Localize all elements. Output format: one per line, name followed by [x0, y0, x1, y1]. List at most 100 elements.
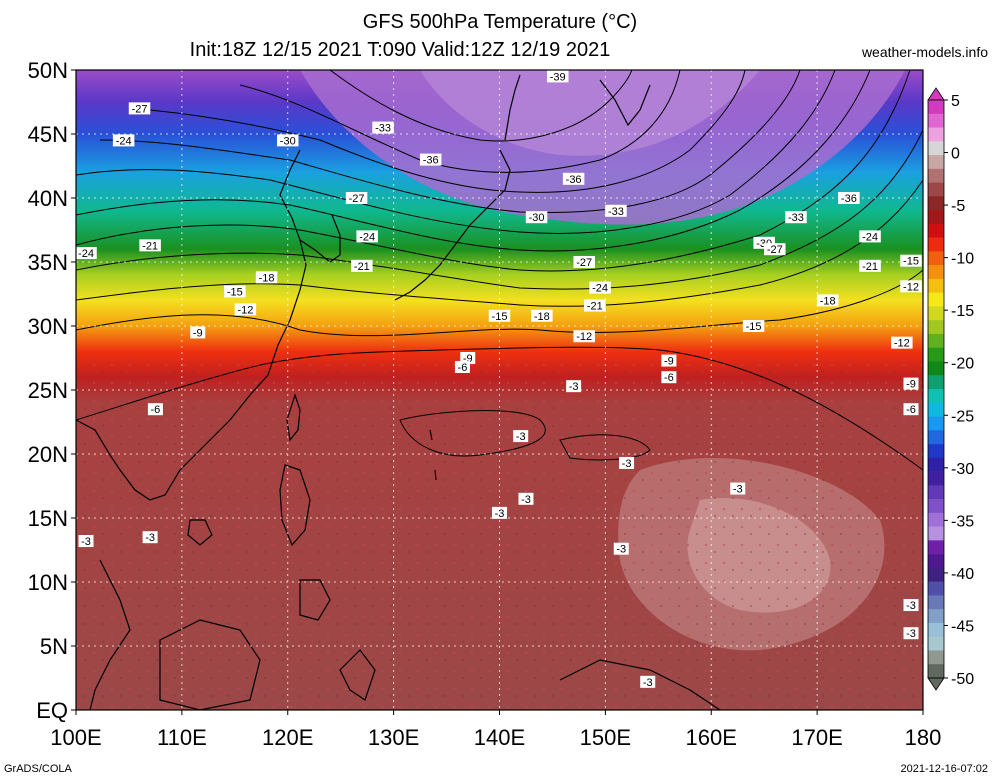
longitude-label: 170E — [791, 725, 842, 750]
contour-label: -3 — [903, 599, 919, 612]
svg-text:-18: -18 — [820, 295, 836, 307]
svg-text:-39: -39 — [550, 71, 566, 83]
colorbar-swatch — [928, 554, 944, 569]
svg-text:-3: -3 — [145, 532, 155, 544]
latitude-label: 40N — [28, 186, 68, 211]
latitude-label: 5N — [40, 634, 68, 659]
contour-label: -3 — [736, 730, 751, 743]
contour-label: -12 — [891, 336, 913, 350]
svg-text:-15: -15 — [903, 256, 919, 268]
contour-label: -15 — [224, 285, 246, 298]
longitude-label: 100E — [50, 725, 101, 750]
svg-text:-27: -27 — [132, 103, 148, 115]
colorbar-swatch — [928, 622, 944, 638]
coastline-borneo — [159, 619, 261, 710]
contour-label: -12 — [900, 280, 922, 293]
site-name[interactable]: weather-models.info — [861, 44, 988, 60]
coastlines — [76, 74, 721, 710]
longitude-label: 140E — [474, 725, 525, 750]
svg-text:-15: -15 — [492, 311, 508, 323]
colorbar-swatch — [928, 292, 944, 307]
contour-label: -3 — [78, 535, 94, 548]
svg-text:-3: -3 — [622, 458, 632, 470]
contour-label: -24 — [859, 230, 881, 243]
colorbar-label: -45 — [951, 618, 974, 635]
svg-text:-3: -3 — [738, 731, 748, 743]
coldest-core-region — [420, 70, 760, 156]
colorbar — [927, 87, 945, 691]
contour-label: -24 — [112, 134, 135, 147]
contour-label: -3 — [613, 542, 629, 556]
svg-text:-33: -33 — [788, 212, 804, 224]
contour-label: -3 — [513, 430, 529, 443]
contour-label: -33 — [372, 121, 394, 135]
svg-text:-24: -24 — [78, 248, 94, 260]
longitude-label: 110E — [157, 725, 207, 750]
coastline-sulawesi — [339, 649, 376, 701]
svg-text:-12: -12 — [903, 281, 919, 293]
svg-text:-12: -12 — [576, 331, 592, 343]
svg-text:-3: -3 — [516, 431, 526, 443]
svg-text:-3: -3 — [906, 628, 916, 640]
contour-label: -21 — [139, 239, 161, 252]
colorbar-top-arrow — [927, 87, 945, 101]
contour-label: -3 — [492, 506, 507, 520]
colorbar-swatch — [928, 223, 944, 238]
credit-text: GrADS/COLA — [4, 763, 72, 775]
latitude-label: 45N — [28, 122, 68, 147]
coastline-japan — [394, 149, 511, 301]
colorbar-swatch — [928, 609, 944, 624]
contour-label: -3 — [903, 627, 919, 640]
contour-label: -18 — [255, 271, 278, 284]
contour-label: -3 — [730, 482, 746, 496]
colorbar-label: 0 — [951, 146, 960, 163]
contour-label: -30 — [525, 211, 548, 224]
contour-label: -27 — [764, 243, 786, 256]
colorbar-swatch — [928, 512, 944, 527]
svg-text:-18: -18 — [259, 272, 275, 284]
contour-label: -21 — [351, 259, 373, 273]
latitude-label: 30N — [28, 314, 68, 339]
contour-label: -12 — [573, 330, 595, 343]
coastline-luzon — [279, 464, 311, 547]
svg-text:-3: -3 — [521, 494, 531, 506]
colorbar-label: -30 — [951, 461, 974, 478]
contour-label: -15 — [742, 320, 765, 333]
svg-text:-36: -36 — [423, 155, 439, 167]
contour-label: -36 — [419, 153, 442, 167]
contour-label: -15 — [900, 254, 922, 268]
coastline-hainan — [187, 519, 213, 546]
contour-label: -39 — [546, 70, 569, 83]
colorbar-frame — [927, 99, 945, 679]
longitude-label: 180 — [905, 725, 942, 750]
svg-text:-6: -6 — [458, 362, 468, 374]
colorbar-label: -50 — [951, 671, 974, 688]
colorbar-swatch — [928, 210, 944, 225]
map-subtitle: Init:18Z 12/15 2021 T:090 Valid:12Z 12/1… — [189, 39, 611, 61]
colorbar-label: -15 — [951, 303, 974, 320]
contour-label: -18 — [816, 294, 839, 307]
colorbar-swatch — [928, 251, 944, 266]
colorbar-labels: 5 0 -5 -10 -15 -20 -25 -30 -35 -40 -45 -50 — [944, 93, 974, 688]
colorbar-swatch — [928, 499, 944, 514]
colorbar-swatch — [928, 155, 944, 170]
colorbar-swatch — [928, 595, 944, 610]
colorbar-swatch — [928, 265, 944, 280]
contour-label: -36 — [562, 172, 585, 186]
colorbar-swatch — [928, 664, 944, 679]
svg-text:-24: -24 — [592, 283, 608, 295]
svg-text:-24: -24 — [862, 231, 878, 243]
latitude-label: 20N — [28, 442, 68, 467]
colorbar-label: -20 — [951, 356, 974, 373]
contour-label: -36 — [838, 192, 860, 205]
coastline-kamchatka — [599, 79, 651, 127]
colorbar-swatch — [928, 375, 944, 390]
svg-text:-27: -27 — [349, 193, 365, 205]
svg-text:-21: -21 — [354, 261, 370, 273]
colorbar-swatch — [928, 320, 944, 335]
contour-label: -21 — [584, 299, 606, 313]
svg-text:-33: -33 — [608, 206, 624, 218]
svg-text:-15: -15 — [227, 286, 243, 298]
colorbar-swatch — [928, 182, 944, 197]
